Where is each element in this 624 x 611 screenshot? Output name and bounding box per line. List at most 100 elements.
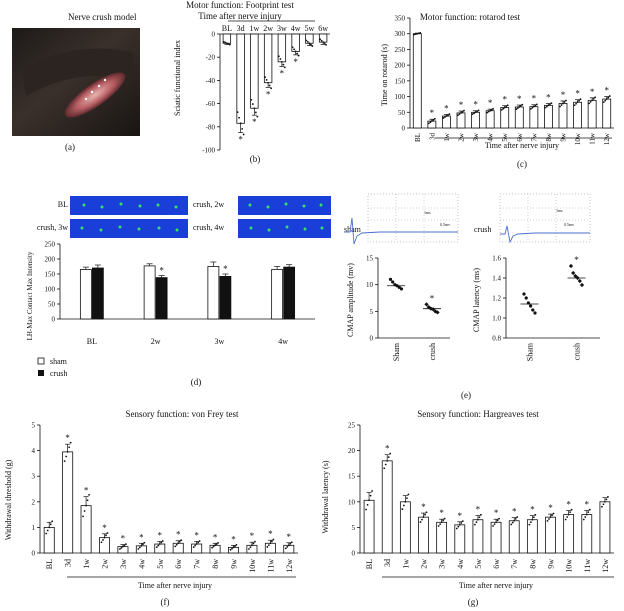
chart-g-category-label: 9w bbox=[547, 559, 556, 569]
chart-f-point bbox=[284, 547, 287, 550]
chart-e1-sig-mark: * bbox=[430, 293, 435, 303]
chart-b-point bbox=[282, 63, 285, 66]
chart-f-sig-mark: * bbox=[250, 531, 255, 541]
chart-b-point bbox=[251, 103, 254, 105]
chart-f-point bbox=[106, 532, 109, 534]
chart-b-point bbox=[253, 107, 256, 110]
chart-f-point bbox=[252, 542, 255, 545]
chart-b-ylabel: Sciatic functional index bbox=[173, 40, 182, 116]
chart-f-point bbox=[51, 520, 54, 523]
chart-d-legend: sham crush bbox=[37, 357, 68, 378]
chart-d-ytick-label: 200 bbox=[45, 256, 56, 264]
chart-f-point bbox=[270, 540, 273, 543]
chart-c-sig-mark: * bbox=[459, 100, 464, 110]
chart-b-point bbox=[268, 84, 271, 87]
chart-c-point bbox=[546, 105, 548, 108]
chart-c-point bbox=[487, 110, 490, 113]
chart-b-point bbox=[227, 43, 230, 45]
chart-f-point bbox=[140, 544, 143, 547]
chart-c-point bbox=[591, 99, 594, 102]
chart-g-point bbox=[437, 525, 440, 527]
chart-g-bar bbox=[581, 514, 593, 554]
chart-c-point bbox=[432, 119, 435, 121]
chart-e2-plot: 0.8 1.0 1.2 1.4 1.6 Sham * crush bbox=[492, 255, 600, 361]
chart-d-bar-crush bbox=[91, 267, 104, 320]
chart-c-sig-mark: * bbox=[517, 94, 522, 104]
chart-e2-ytick-label: 1.4 bbox=[492, 275, 501, 283]
chart-g-point bbox=[605, 498, 608, 501]
chart-c-bar bbox=[514, 106, 524, 129]
chart-c-point bbox=[486, 111, 489, 114]
chart-e1-ytick-label: 5 bbox=[370, 308, 374, 316]
chart-b-point bbox=[293, 48, 296, 51]
chart-b-point bbox=[254, 111, 257, 114]
chart-f-point bbox=[143, 541, 146, 544]
chart-b-point bbox=[294, 50, 297, 53]
chart-c-point bbox=[414, 33, 417, 35]
chart-f-point bbox=[177, 542, 180, 545]
chart-c-category-label: 6w bbox=[516, 132, 524, 142]
chart-f-point bbox=[194, 544, 197, 547]
chart-f-category-label: 3d bbox=[64, 559, 73, 567]
chart-c-point bbox=[492, 107, 495, 110]
chart-g-point bbox=[510, 523, 513, 526]
chart-f-point bbox=[65, 455, 68, 458]
chart-c-point bbox=[518, 106, 521, 108]
chart-c-point bbox=[562, 102, 564, 105]
trace-sham-scale-y: 0.5mv bbox=[440, 222, 450, 227]
chart-g-sig-mark: * bbox=[458, 511, 463, 521]
chart-f-point bbox=[217, 541, 219, 544]
chart-e1: CMAP amplitude (mv) 0 5 10 15 Sham * crush bbox=[346, 255, 450, 361]
chart-c-point bbox=[594, 96, 597, 99]
chart-f-sig-mark: * bbox=[287, 532, 292, 542]
chart-d-bar-sham bbox=[143, 265, 156, 320]
chart-c-point bbox=[531, 106, 534, 109]
chart-c-point bbox=[521, 103, 524, 106]
chart-b-sig-mark: * bbox=[266, 89, 271, 99]
chart-c-xlabel: Time after nerve injury bbox=[485, 141, 559, 150]
panel-label-d: (d) bbox=[191, 377, 202, 387]
chart-g-bar bbox=[599, 501, 611, 554]
chart-g-point bbox=[366, 503, 369, 506]
chart-f-point bbox=[192, 546, 195, 549]
chart-b-point bbox=[325, 44, 328, 46]
chart-c-point bbox=[505, 105, 508, 108]
chart-b-point bbox=[277, 55, 280, 58]
chart-f-bar bbox=[172, 542, 184, 554]
chart-g-bar bbox=[508, 520, 520, 554]
chart-c-point bbox=[419, 32, 422, 34]
chart-c-point bbox=[427, 122, 430, 125]
chart-g-category-label: 3d bbox=[383, 559, 392, 567]
chart-b-sig-mark: * bbox=[252, 117, 257, 127]
chart-f-plot: 0 1 2 3 4 5 BL * 3d * 1w * 2w * 3w * 4w * 5w * 6w * 7w * 8w * 9w * 1… bbox=[32, 422, 298, 573]
chart-f-point bbox=[289, 542, 292, 545]
chart-b-point bbox=[308, 42, 311, 45]
chart-g-ytick-label: 25 bbox=[348, 422, 356, 430]
chart-b-bar bbox=[263, 33, 273, 84]
chart-e2-point bbox=[577, 278, 582, 284]
chart-f-category-label: BL bbox=[45, 559, 54, 569]
chart-b-point bbox=[256, 115, 259, 118]
chart-c-point bbox=[605, 98, 608, 100]
chart-c-point bbox=[506, 104, 509, 107]
chart-g-point bbox=[457, 525, 460, 528]
chart-c-category-label: 3d bbox=[428, 133, 436, 141]
chart-f-ytick-label: 1 bbox=[32, 524, 36, 532]
chart-c: Motor function: rotarod test Time on rot… bbox=[380, 12, 614, 169]
chart-g-point bbox=[424, 513, 426, 516]
chart-f-point bbox=[211, 546, 213, 549]
chart-c-category-label: 9w bbox=[560, 132, 568, 142]
chart-g-bar bbox=[436, 521, 448, 554]
chart-d-sig-mark: * bbox=[159, 266, 164, 276]
chart-c-ytick-label: 200 bbox=[395, 62, 406, 70]
chart-f-ytick-label: 2 bbox=[32, 498, 36, 506]
chart-b-point bbox=[319, 38, 322, 41]
chart-b-point bbox=[291, 46, 294, 49]
chart-e2-point bbox=[529, 304, 533, 308]
chart-b-point bbox=[241, 127, 244, 130]
chart-f-point bbox=[249, 546, 252, 549]
chart-c-bar bbox=[602, 98, 612, 129]
chart-f-bar bbox=[62, 451, 74, 554]
chart-e2-ylabel: CMAP latency (ms) bbox=[472, 268, 481, 332]
